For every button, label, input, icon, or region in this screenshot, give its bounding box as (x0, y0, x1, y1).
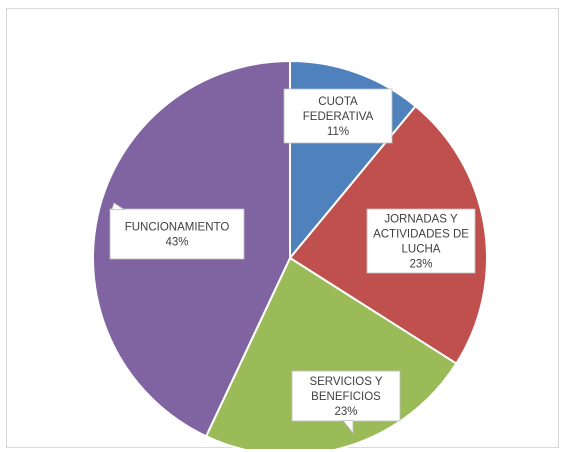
data-label-2: SERVICIOS Y BENEFICIOS 23% (291, 370, 401, 435)
data-label-category: ACTIVIDADES DE (373, 229, 469, 241)
data-label-percent: 11% (327, 126, 349, 138)
data-label-percent: 43% (165, 237, 188, 249)
data-label-category: FUNCIONAMIENTO (125, 222, 230, 234)
data-label-percent: 23% (409, 259, 432, 271)
data-label-category: JORNADAS Y (384, 214, 458, 226)
labels-layer: CUOTA FEDERATIVA 11% JORNADAS Y ACTIVIDADES … (109, 88, 476, 435)
data-label-pointer (342, 420, 354, 435)
data-label-box (283, 88, 393, 144)
data-label-box (291, 370, 401, 422)
data-label-box (109, 208, 245, 260)
data-label-percent: 23% (334, 406, 357, 418)
data-label-category: FEDERATIVA (303, 111, 374, 123)
data-label-box (366, 208, 476, 274)
data-label-1: JORNADAS Y ACTIVIDADES DE LUCHA 23% (366, 208, 476, 274)
data-label-pointer (111, 202, 126, 210)
data-label-0: CUOTA FEDERATIVA 11% (283, 88, 393, 144)
pie-chart: CUOTA FEDERATIVA 11% JORNADAS Y ACTIVIDADES … (92, 59, 488, 449)
chart-frame: CUOTA FEDERATIVA 11% JORNADAS Y ACTIVIDADES … (6, 8, 559, 449)
data-label-category: BENEFICIOS (311, 391, 381, 403)
data-label-category: CUOTA (318, 96, 358, 108)
data-label-category: SERVICIOS Y (309, 376, 382, 388)
data-label-category: LUCHA (402, 244, 441, 256)
data-label-3: FUNCIONAMIENTO 43% (109, 202, 245, 260)
